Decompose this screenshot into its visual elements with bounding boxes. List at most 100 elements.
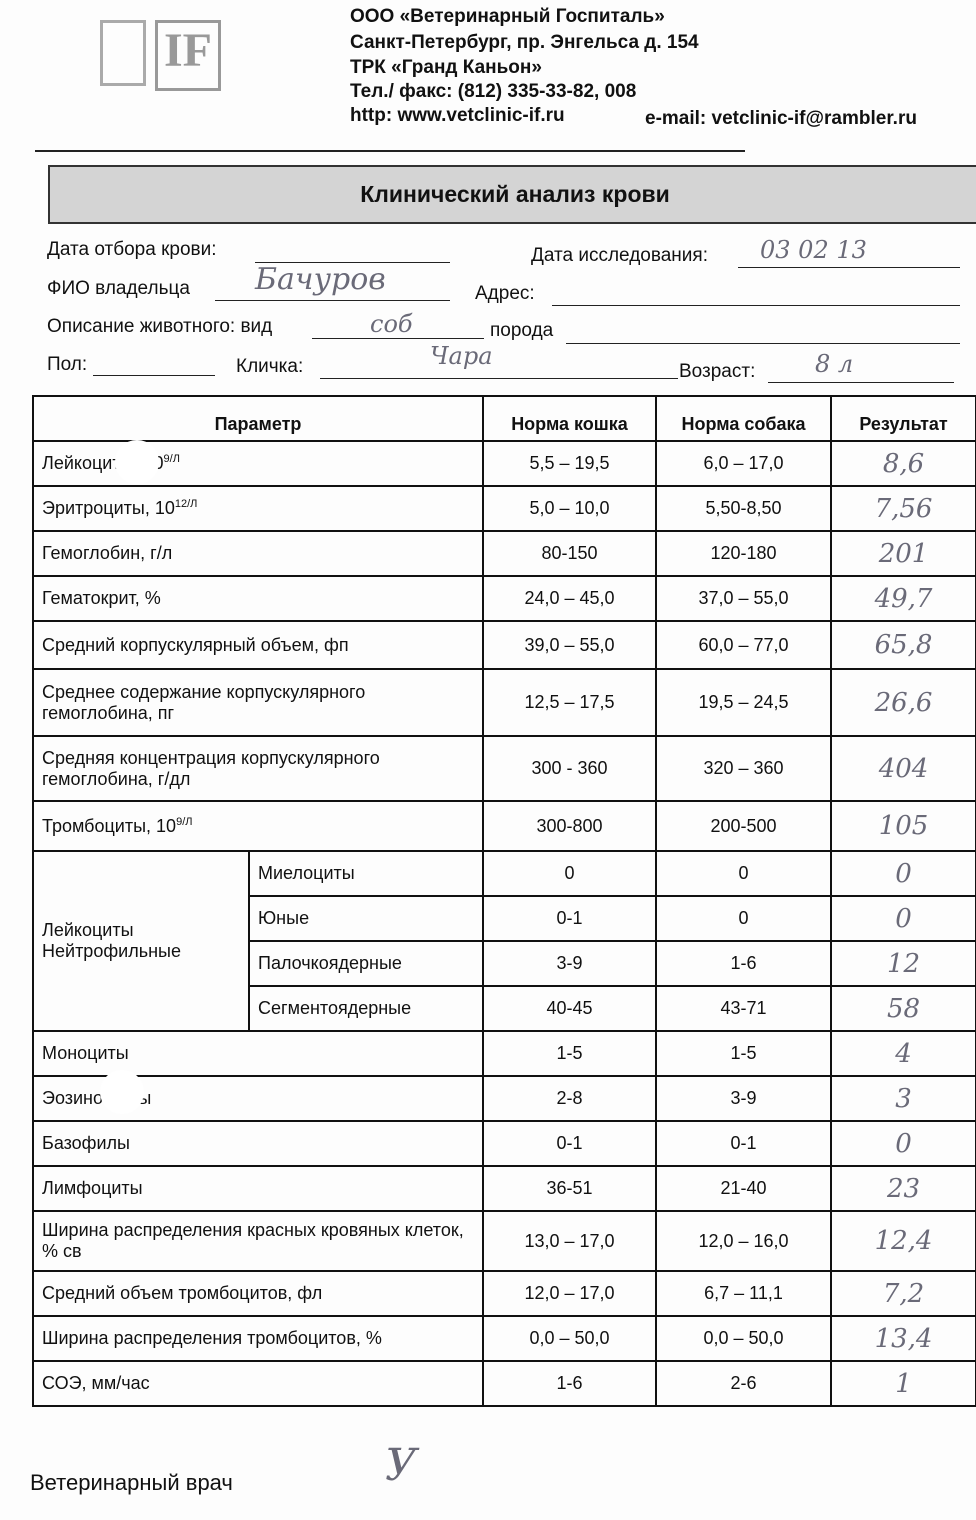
- result-value[interactable]: 7,2: [830, 1270, 976, 1317]
- neutrophil-group-label: Лейкоциты Нейтрофильные: [32, 850, 250, 1032]
- cat-norm: 0: [482, 850, 658, 897]
- cat-norm: 3-9: [482, 940, 658, 987]
- study-date-field[interactable]: [738, 267, 960, 268]
- punch-hole: [115, 440, 159, 484]
- dog-norm: 12,0 – 16,0: [655, 1210, 833, 1272]
- age-value: 8 л: [815, 350, 854, 378]
- param-name: Ширина распределения красных кровяных кл…: [42, 1220, 464, 1261]
- cat-norm: 5,0 – 10,0: [482, 485, 658, 532]
- cat-norm: 12,0 – 17,0: [482, 1270, 658, 1317]
- dog-norm: 43-71: [655, 985, 833, 1032]
- param-name: Средняя концентрация корпускулярного гем…: [42, 747, 380, 789]
- param-name: СОЭ, мм/час: [42, 1373, 150, 1393]
- table-row: Средний объем тромбоцитов, фл 12,0 – 17,0…: [31, 1270, 976, 1317]
- table-row: Юные 0-1 0 0: [33, 895, 976, 942]
- param-name: Гематокрит, %: [42, 588, 161, 608]
- param-unit: 12/Л: [174, 498, 198, 510]
- vet-signature: У: [385, 1440, 417, 1491]
- result-value[interactable]: 8,6: [830, 440, 976, 487]
- cat-norm: 300-800: [482, 800, 658, 852]
- dog-norm: 6,0 – 17,0: [655, 440, 833, 487]
- result-value[interactable]: 0: [830, 850, 976, 897]
- result-value[interactable]: 26,6: [830, 668, 976, 737]
- param-name: Ширина распределения тромбоцитов, %: [42, 1328, 382, 1348]
- dog-norm: 60,0 – 77,0: [655, 620, 833, 670]
- pet-name-field[interactable]: [320, 378, 678, 379]
- breed-label: порода: [490, 320, 554, 341]
- result-value[interactable]: 12,4: [830, 1210, 976, 1272]
- result-value[interactable]: 58: [830, 985, 976, 1032]
- header-dog-norm: Норма собака: [655, 395, 833, 442]
- dog-norm: 0,0 – 50,0: [655, 1315, 833, 1362]
- result-value[interactable]: 7,56: [830, 485, 976, 532]
- result-value[interactable]: 404: [830, 735, 976, 802]
- address-label: Адрес:: [475, 283, 535, 304]
- owner-value: Бачуров: [255, 262, 386, 297]
- dog-norm: 1-5: [655, 1030, 833, 1077]
- param-name: Средний корпускулярный объем, фп: [42, 634, 349, 655]
- owner-field[interactable]: [215, 300, 450, 301]
- result-value[interactable]: 0: [830, 1120, 976, 1167]
- result-value[interactable]: 3: [830, 1075, 976, 1122]
- name-label: Кличка:: [236, 356, 304, 377]
- table-row: Эозинофилы 2-8 3-9 3: [31, 1075, 976, 1122]
- species-value: соб: [370, 310, 413, 338]
- table-row: Лейкоциты, 109/Л 5,5 – 19,5 6,0 – 17,0 8,6: [31, 440, 976, 487]
- table-row: Гемоглобин, г/л 80-150 120-180 201: [31, 530, 976, 577]
- clinic-email: e-mail: vetclinic-if@rambler.ru: [645, 108, 917, 129]
- table-row: Среднее содержание корпускулярного гемог…: [31, 668, 976, 737]
- table-row: Средняя концентрация корпускулярного гем…: [31, 735, 976, 802]
- clinic-name: ООО «Ветеринарный Госпиталь»: [350, 6, 665, 27]
- age-field[interactable]: [768, 382, 954, 383]
- owner-label: ФИО владельца: [47, 278, 190, 299]
- cat-norm: 0-1: [482, 895, 658, 942]
- dog-norm: 6,7 – 11,1: [655, 1270, 833, 1317]
- result-value[interactable]: 12: [830, 940, 976, 987]
- result-value[interactable]: 0: [830, 895, 976, 942]
- dog-norm: 1-6: [655, 940, 833, 987]
- cat-norm: 13,0 – 17,0: [482, 1210, 658, 1272]
- dog-norm: 320 – 360: [655, 735, 833, 802]
- param-unit: 9/Л: [163, 453, 180, 465]
- result-value[interactable]: 4: [830, 1030, 976, 1077]
- param-name: Среднее содержание корпускулярного гемог…: [42, 681, 366, 723]
- param-name: Эритроциты, 10: [42, 498, 175, 518]
- blood-date-field[interactable]: [255, 262, 450, 263]
- cat-norm: 80-150: [482, 530, 658, 577]
- header-param: Параметр: [31, 395, 485, 442]
- result-value[interactable]: 13,4: [830, 1315, 976, 1362]
- clinic-website: http: www.vetclinic-if.ru: [350, 105, 565, 126]
- results-table: Параметр Норма кошка Норма собака Результат…: [31, 395, 976, 1407]
- dog-norm: 0: [655, 850, 833, 897]
- sex-label: Пол:: [47, 354, 88, 375]
- sex-field[interactable]: [93, 375, 215, 376]
- breed-field[interactable]: [566, 343, 960, 344]
- vet-label: Ветеринарный врач: [30, 1470, 233, 1495]
- result-value[interactable]: 1: [830, 1360, 976, 1407]
- result-value[interactable]: 201: [830, 530, 976, 577]
- table-row: Эритроциты, 1012/Л 5,0 – 10,0 5,50-8,50 7,5…: [31, 485, 976, 532]
- table-row: Моноциты 1-5 1-5 4: [31, 1030, 976, 1077]
- dog-norm: 120-180: [655, 530, 833, 577]
- clinic-logo: IF: [95, 0, 230, 105]
- result-value[interactable]: 49,7: [830, 575, 976, 622]
- species-label: Описание животного: вид: [47, 316, 273, 337]
- dog-norm: 19,5 – 24,5: [655, 668, 833, 737]
- cat-norm: 12,5 – 17,5: [482, 668, 658, 737]
- table-row: Тромбоциты, 109/Л 300-800 200-500 105: [31, 800, 976, 852]
- table-row: Гематокрит, % 24,0 – 45,0 37,0 – 55,0 49,7: [31, 575, 976, 622]
- title-banner: Клинический анализ крови: [48, 165, 976, 224]
- dog-norm: 2-6: [655, 1360, 833, 1407]
- dog-norm: 0-1: [655, 1120, 833, 1167]
- study-date-label: Дата исследования:: [531, 245, 708, 266]
- result-value[interactable]: 105: [830, 800, 976, 852]
- result-value[interactable]: 65,8: [830, 620, 976, 670]
- result-value[interactable]: 23: [830, 1165, 976, 1212]
- param-name: Гемоглобин, г/л: [42, 543, 173, 563]
- species-field[interactable]: [312, 338, 484, 339]
- table-row: Лимфоциты 36-51 21-40 23: [31, 1165, 976, 1212]
- header-result: Результат: [830, 395, 976, 442]
- address-field[interactable]: [552, 305, 960, 306]
- table-row: Средний корпускулярный объем, фп 39,0 – 5…: [31, 620, 976, 670]
